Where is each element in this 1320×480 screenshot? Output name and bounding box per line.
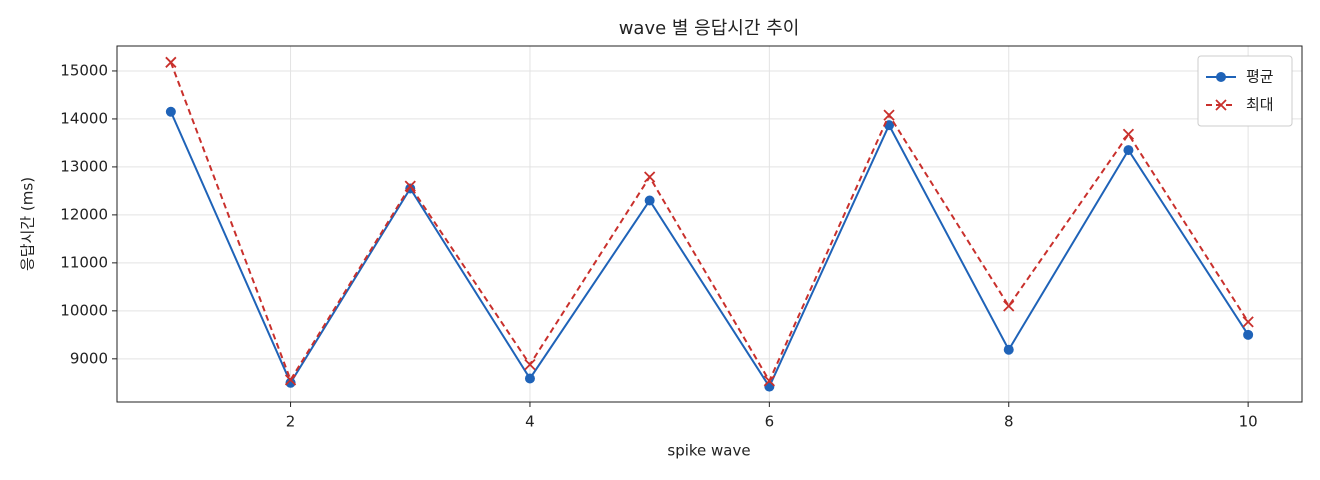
series-line (169, 61, 1249, 384)
point (165, 106, 176, 117)
point (285, 377, 296, 388)
point (404, 180, 416, 192)
point (284, 374, 297, 386)
point (644, 195, 655, 206)
point (524, 358, 536, 371)
point (1242, 316, 1254, 328)
point (763, 375, 775, 387)
y-tick-label: 14000 (60, 109, 108, 127)
point (1243, 329, 1254, 340)
legend-marker (1215, 99, 1227, 111)
point (524, 373, 535, 384)
point (1003, 300, 1015, 312)
x-axis-label: spike wave (667, 442, 750, 460)
legend-label: 최대 (1246, 96, 1274, 114)
y-axis-label: 응답시간 (ms) (19, 177, 37, 271)
x-tick-label: 2 (286, 413, 296, 431)
y-tick-label: 9000 (70, 349, 108, 367)
x-tick-label: 4 (525, 413, 535, 431)
legend-marker (1216, 72, 1226, 82)
point (1122, 128, 1135, 140)
point (883, 109, 895, 121)
point (165, 56, 177, 68)
legend-label: 평균 (1246, 68, 1274, 86)
y-tick-label: 13000 (60, 157, 108, 175)
y-tick-label: 12000 (60, 205, 108, 223)
y-tick-label: 10000 (60, 301, 108, 319)
y-tick-label: 15000 (60, 61, 108, 79)
x-tick-label: 10 (1239, 413, 1258, 431)
legend-box (1197, 55, 1293, 127)
point (644, 171, 656, 183)
x-tick-label: 8 (1004, 413, 1014, 431)
series-line (169, 111, 1249, 389)
chart-title: wave 별 응답시간 추이 (619, 18, 800, 39)
y-tick-label: 11000 (60, 253, 108, 271)
point (1003, 344, 1014, 355)
plot-frame (116, 45, 1303, 403)
point (1123, 145, 1134, 156)
x-tick-label: 6 (765, 413, 775, 431)
